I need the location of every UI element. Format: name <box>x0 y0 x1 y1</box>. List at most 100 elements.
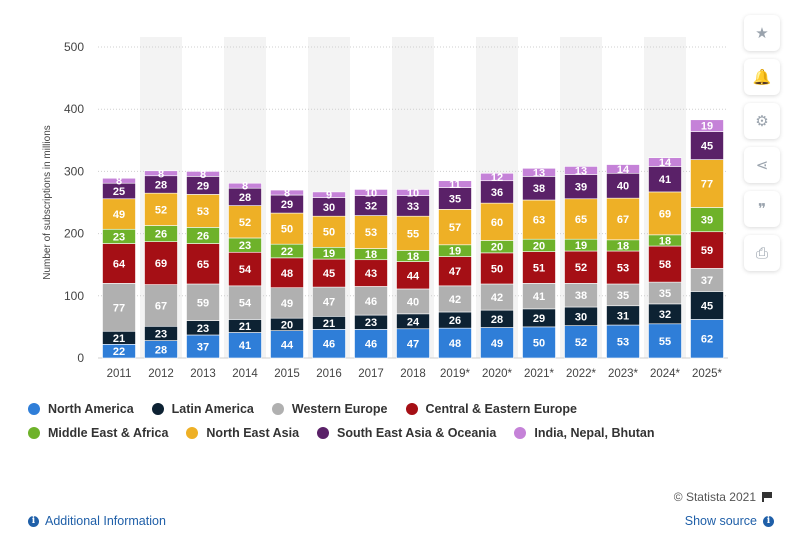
bar-segment <box>312 258 346 288</box>
data-label: 42 <box>449 294 461 306</box>
print-icon[interactable]: ⎙ <box>744 235 780 271</box>
legend-marker <box>514 427 527 439</box>
bell-icon[interactable]: 🔔 <box>744 59 780 95</box>
data-label: 60 <box>491 217 503 229</box>
show-source-link[interactable]: Show source i <box>685 514 774 528</box>
data-label: 35 <box>449 193 461 205</box>
bar-segment <box>312 329 346 359</box>
data-label: 18 <box>407 251 419 263</box>
data-label: 25 <box>113 186 125 198</box>
y-tick-label: 0 <box>77 351 84 365</box>
quote-icon[interactable]: ❞ <box>744 191 780 227</box>
bar-segment <box>270 257 304 289</box>
bar-segment <box>648 166 682 193</box>
gear-icon[interactable]: ⚙ <box>744 103 780 139</box>
x-tick-label: 2012 <box>148 368 174 380</box>
x-tick-label: 2017 <box>358 368 384 380</box>
legend-item[interactable]: Western Europe <box>271 402 388 416</box>
legend-label: Western Europe <box>291 402 388 416</box>
chart-plot: 0 100 200 300 400 500 Number of subscriptions … <box>42 37 728 380</box>
bar-segment <box>648 245 682 283</box>
star-icon[interactable]: ★ <box>744 15 780 51</box>
data-label: 48 <box>449 338 461 350</box>
bar-segment <box>606 250 640 285</box>
bar-segment <box>438 180 472 188</box>
bar-segment <box>312 191 346 198</box>
data-label: 8 <box>200 169 206 181</box>
legend-marker <box>317 427 330 439</box>
data-label: 38 <box>533 183 545 195</box>
data-label: 38 <box>575 290 587 302</box>
bar-segment <box>144 284 178 327</box>
bar-segment <box>186 194 220 228</box>
data-label: 44 <box>407 270 420 282</box>
legend-item[interactable]: North East Asia <box>186 426 299 440</box>
data-label: 39 <box>575 182 587 194</box>
data-label: 45 <box>701 141 713 153</box>
bar-segment <box>522 283 556 310</box>
data-label: 53 <box>617 337 629 349</box>
bar-segment <box>270 330 304 359</box>
data-label: 59 <box>197 297 209 309</box>
y-tick-label: 100 <box>64 289 84 303</box>
data-label: 52 <box>155 204 167 216</box>
bar-segment <box>690 319 724 359</box>
data-label: 55 <box>407 228 419 240</box>
data-label: 22 <box>281 246 293 258</box>
bar-segment <box>606 172 640 199</box>
y-axis-label: Number of subscriptions in millions <box>42 125 53 280</box>
data-label: 49 <box>281 298 293 310</box>
legend-item[interactable]: Middle East & Africa <box>28 426 168 440</box>
bar-segment <box>396 288 430 315</box>
bar-segment <box>522 199 556 240</box>
legend-item[interactable]: South East Asia & Oceania <box>317 426 496 440</box>
data-label: 45 <box>323 268 335 280</box>
legend-item[interactable]: Latin America <box>151 402 254 416</box>
additional-information-link[interactable]: i Additional Information <box>28 514 166 528</box>
data-label: 9 <box>326 190 332 202</box>
legend-item[interactable]: Central & Eastern Europe <box>405 402 577 416</box>
legend-row: North America Latin America Western Europe… <box>28 402 728 416</box>
data-label: 29 <box>281 199 293 211</box>
data-label: 10 <box>365 188 377 200</box>
data-label: 45 <box>701 300 713 312</box>
data-label: 23 <box>155 328 167 340</box>
data-label: 37 <box>701 275 713 287</box>
bar-segment <box>396 261 430 290</box>
bar-segment <box>186 243 220 285</box>
legend-item[interactable]: India, Nepal, Bhutan <box>514 426 655 440</box>
data-label: 37 <box>197 341 209 353</box>
data-label: 41 <box>659 174 671 186</box>
bar-segment <box>312 215 346 248</box>
data-label: 28 <box>491 314 503 326</box>
legend-item[interactable]: North America <box>28 402 134 416</box>
x-tick-label: 2023* <box>608 368 639 380</box>
data-label: 36 <box>491 187 503 199</box>
data-label: 23 <box>197 323 209 335</box>
legend-label: South East Asia & Oceania <box>337 426 497 440</box>
x-tick-label: 2011 <box>107 368 132 380</box>
data-label: 20 <box>281 319 293 331</box>
data-label: 55 <box>659 336 671 348</box>
data-label: 50 <box>281 224 293 236</box>
data-label: 14 <box>617 164 630 176</box>
legend-label: North East Asia <box>206 426 300 440</box>
bar-segment <box>690 231 724 269</box>
y-tick-label: 400 <box>64 102 84 116</box>
data-label: 26 <box>155 229 167 241</box>
data-label: 41 <box>239 340 251 352</box>
bar-segment <box>690 131 724 160</box>
data-label: 54 <box>239 298 252 310</box>
legend-row: Middle East & Africa North East Asia South… <box>28 426 728 440</box>
data-label: 8 <box>284 188 290 200</box>
data-label: 13 <box>575 165 587 177</box>
share-icon[interactable]: ⋖ <box>744 147 780 183</box>
data-label: 52 <box>239 217 251 229</box>
bar-segment <box>438 256 472 287</box>
legend-marker <box>28 403 40 415</box>
flag-icon[interactable] <box>762 492 774 502</box>
data-label: 33 <box>407 201 419 213</box>
data-label: 46 <box>365 339 377 351</box>
data-label: 39 <box>701 215 713 227</box>
bar-segment <box>354 215 388 249</box>
